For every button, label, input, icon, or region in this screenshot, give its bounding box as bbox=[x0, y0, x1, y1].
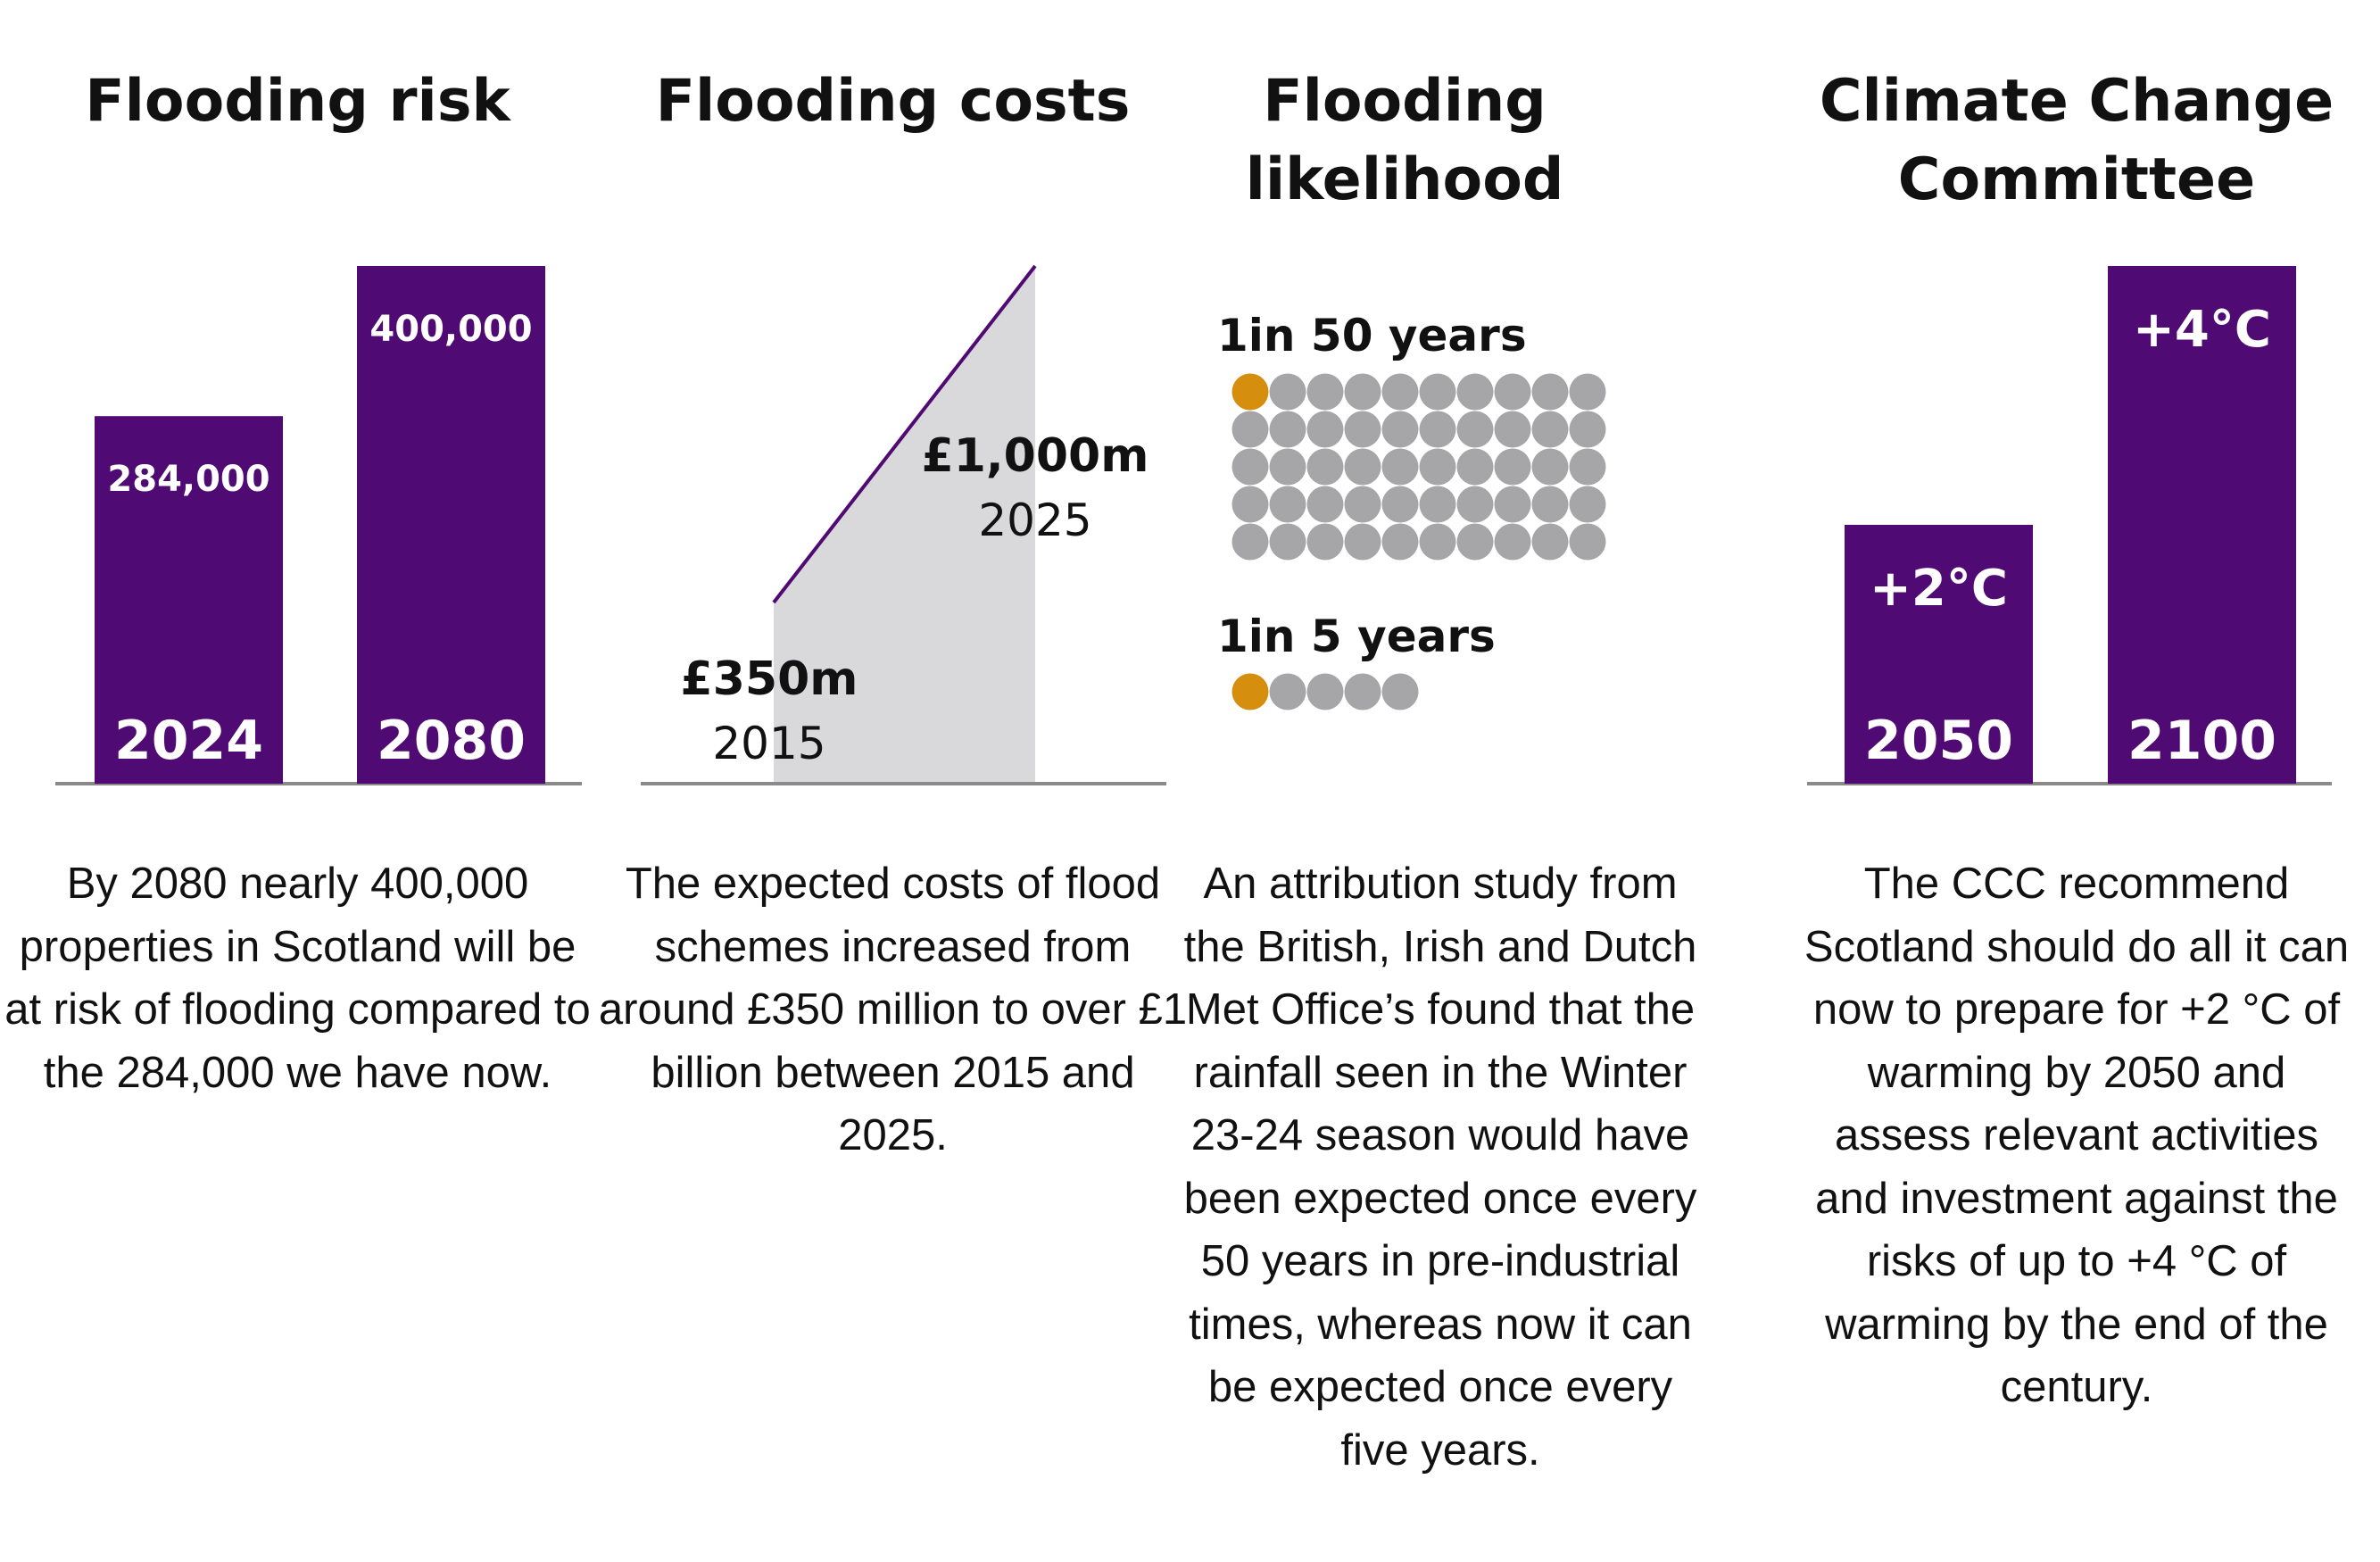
dot bbox=[1231, 523, 1269, 561]
dot bbox=[1494, 373, 1531, 411]
dot bbox=[1456, 486, 1494, 523]
pictogram-flooding-likelihood: 1in 50 years 1in 5 years bbox=[1217, 310, 1606, 710]
bar-value-label: +4°C bbox=[2133, 301, 2271, 359]
panel-description: The expected costs of flood schemes incr… bbox=[598, 860, 1188, 1159]
dot bbox=[1531, 373, 1569, 411]
dot bbox=[1419, 411, 1456, 448]
group-label: 1in 50 years bbox=[1217, 310, 1527, 361]
panel-flooding-likelihood: Flooding likelihood 1in 50 years 1in 5 ye… bbox=[1184, 0, 1786, 1562]
dot bbox=[1344, 523, 1381, 561]
panel-description: By 2080 nearly 400,000 properties in Sco… bbox=[4, 860, 591, 1097]
bar bbox=[2108, 266, 2296, 784]
dot bbox=[1269, 523, 1306, 561]
panel-flooding-costs: Flooding costs £350m 2015 £1,000m 2025 The … bbox=[595, 0, 1190, 1562]
dot bbox=[1494, 523, 1531, 561]
dot bbox=[1231, 486, 1269, 523]
dot bbox=[1344, 486, 1381, 523]
bar bbox=[357, 266, 545, 784]
panel-title: Flooding likelihood bbox=[1245, 68, 1564, 213]
dot bbox=[1306, 373, 1344, 411]
dot bbox=[1231, 411, 1269, 448]
dot bbox=[1381, 523, 1419, 561]
dot bbox=[1269, 673, 1306, 710]
dot bbox=[1306, 673, 1344, 710]
data-label-year: 2025 bbox=[978, 494, 1091, 546]
dot bbox=[1344, 448, 1381, 486]
bar bbox=[1845, 525, 2033, 784]
dot bbox=[1231, 448, 1269, 486]
dot bbox=[1381, 448, 1419, 486]
dot bbox=[1269, 373, 1306, 411]
dot bbox=[1344, 673, 1381, 710]
data-label-value: £350m bbox=[681, 652, 858, 706]
dot bbox=[1344, 373, 1381, 411]
highlighted-dot bbox=[1231, 373, 1269, 411]
bar-value-label: +2°C bbox=[1870, 560, 2008, 618]
panel-climate-change-committee: Climate Change Committee 2050 +2°C 2100 +4°… bbox=[1786, 0, 2380, 1562]
bar-category-label: 2050 bbox=[1864, 710, 2013, 772]
dot bbox=[1269, 448, 1306, 486]
dot bbox=[1456, 373, 1494, 411]
dot bbox=[1419, 523, 1456, 561]
bar-value-label: 400,000 bbox=[369, 309, 532, 350]
dot bbox=[1269, 411, 1306, 448]
dot bbox=[1419, 448, 1456, 486]
bar-category-label: 2024 bbox=[114, 710, 263, 772]
group-label: 1in 5 years bbox=[1217, 611, 1496, 662]
dot bbox=[1531, 486, 1569, 523]
area-chart-flooding-costs: £350m 2015 £1,000m 2025 bbox=[641, 264, 1166, 785]
dot bbox=[1569, 448, 1606, 486]
dot bbox=[1456, 411, 1494, 448]
dot bbox=[1494, 411, 1531, 448]
dot bbox=[1569, 411, 1606, 448]
dot bbox=[1306, 411, 1344, 448]
dot bbox=[1419, 373, 1456, 411]
dot bbox=[1494, 448, 1531, 486]
panel-title: Climate Change Committee bbox=[1819, 68, 2334, 213]
dot bbox=[1531, 523, 1569, 561]
dot bbox=[1381, 673, 1419, 710]
dot bbox=[1531, 411, 1569, 448]
bar-category-label: 2100 bbox=[2127, 710, 2276, 772]
dot bbox=[1344, 411, 1381, 448]
bar-chart-warming: 2050 +2°C 2100 +4°C bbox=[1807, 266, 2332, 785]
dot bbox=[1494, 486, 1531, 523]
bar-value-label: 284,000 bbox=[107, 459, 270, 500]
panel-title: Flooding costs bbox=[655, 68, 1131, 135]
dot bbox=[1381, 486, 1419, 523]
highlighted-dot bbox=[1231, 673, 1269, 710]
dot bbox=[1569, 486, 1606, 523]
data-label-value: £1,000m bbox=[922, 429, 1149, 483]
dot bbox=[1419, 486, 1456, 523]
panel-description: The CCC recommend Scotland should do all… bbox=[1804, 860, 2350, 1411]
dot bbox=[1531, 448, 1569, 486]
bar bbox=[95, 416, 283, 784]
area-fill bbox=[774, 266, 1035, 784]
trend-line bbox=[772, 264, 1037, 604]
dot bbox=[1306, 486, 1344, 523]
dot bbox=[1381, 373, 1419, 411]
dot bbox=[1306, 523, 1344, 561]
dot bbox=[1569, 523, 1606, 561]
panel-title: Flooding risk bbox=[85, 68, 510, 135]
bar-category-label: 2080 bbox=[377, 710, 526, 772]
dot bbox=[1569, 373, 1606, 411]
dot bbox=[1306, 448, 1344, 486]
panel-flooding-risk: Flooding risk 2024 284,000 2080 400,000 By … bbox=[0, 0, 595, 1562]
dot bbox=[1269, 486, 1306, 523]
dot bbox=[1456, 448, 1494, 486]
dot bbox=[1381, 411, 1419, 448]
data-label-year: 2015 bbox=[712, 718, 825, 769]
dot bbox=[1456, 523, 1494, 561]
bar-chart-flooding-risk: 2024 284,000 2080 400,000 bbox=[55, 266, 582, 785]
panel-description: An attribution study from the British, I… bbox=[1183, 860, 1697, 1475]
